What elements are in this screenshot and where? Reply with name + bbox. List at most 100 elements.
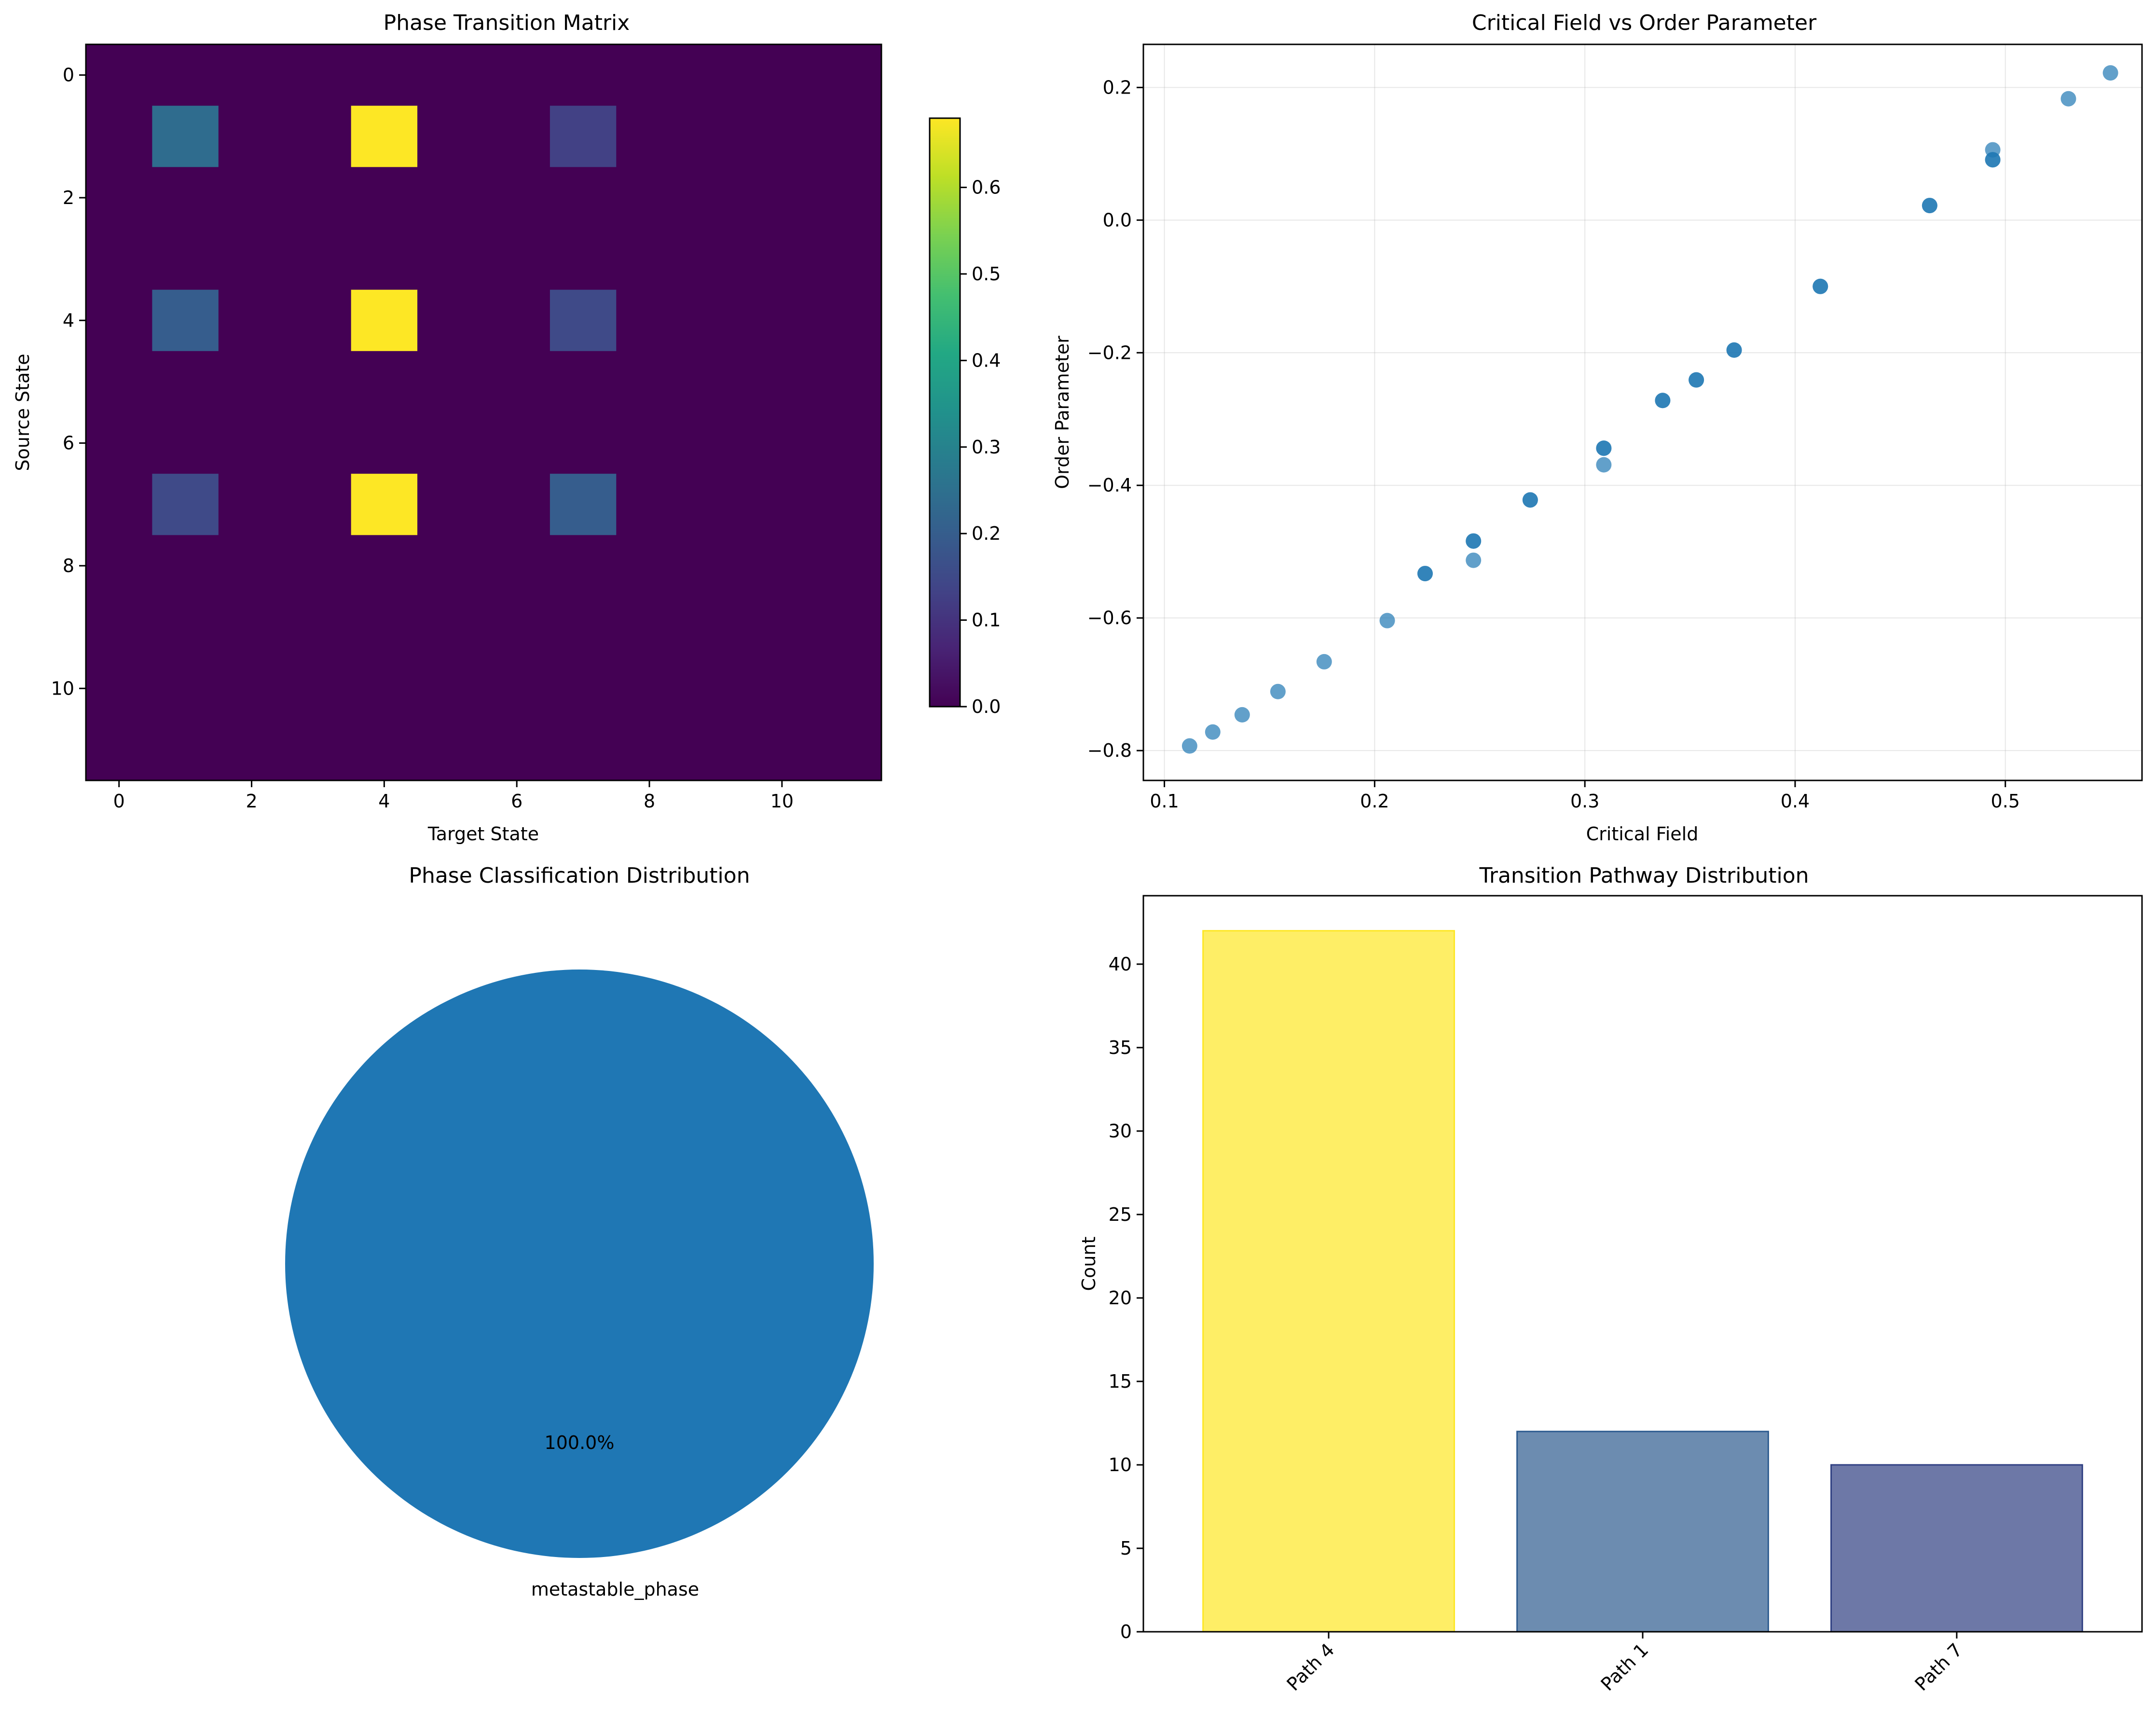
heatmap-cell bbox=[616, 535, 683, 597]
heatmap-cell bbox=[483, 167, 550, 229]
heatmap-cell bbox=[815, 474, 882, 535]
heatmap-cell bbox=[483, 657, 550, 720]
heatmap-cell bbox=[815, 289, 882, 352]
heatmap-cell bbox=[285, 106, 352, 167]
heatmap-y-ticks: 0 2 4 6 8 10 bbox=[51, 65, 86, 699]
heatmap-panel: Phase Transition Matrix 0 2 4 6 8 10 0246810 … bbox=[12, 11, 1001, 845]
heatmap-cell bbox=[218, 289, 285, 352]
heatmap-cell bbox=[549, 289, 617, 352]
heatmap-cell bbox=[417, 289, 484, 352]
heatmap-cell bbox=[682, 289, 749, 352]
scatter-y-tick-label: 0.2 bbox=[1103, 77, 1132, 98]
scatter-points bbox=[1181, 65, 2118, 754]
scatter-y-tick-label: −0.6 bbox=[1087, 607, 1132, 628]
heatmap-cell bbox=[86, 289, 153, 352]
heatmap-y-tick-label: 2 bbox=[63, 187, 74, 208]
colorbar-tick-label: 0.2 bbox=[972, 523, 1001, 544]
pie-slice-label: metastable_phase bbox=[531, 1579, 699, 1600]
heatmap-cell bbox=[749, 351, 816, 413]
heatmap-cell bbox=[351, 535, 418, 597]
scatter-ylabel: Order Parameter bbox=[1052, 336, 1073, 489]
heatmap-title: Phase Transition Matrix bbox=[384, 11, 630, 35]
heatmap-cell bbox=[351, 412, 418, 474]
heatmap-cell bbox=[417, 719, 484, 781]
heatmap-cell bbox=[218, 535, 285, 597]
heatmap-cell bbox=[152, 474, 219, 535]
heatmap-cell bbox=[815, 596, 882, 658]
heatmap-cell bbox=[815, 351, 882, 413]
heatmap-cell bbox=[152, 44, 219, 106]
scatter-point bbox=[2060, 91, 2076, 107]
heatmap-cell bbox=[152, 412, 219, 474]
heatmap-cell bbox=[616, 719, 683, 781]
heatmap-x-tick-label: 0 bbox=[113, 791, 125, 812]
heatmap-x-tick-label: 6 bbox=[511, 791, 522, 812]
bar-x-tick-label: Path 4 bbox=[1283, 1639, 1339, 1695]
heatmap-cell bbox=[218, 657, 285, 720]
heatmap-cell bbox=[483, 289, 550, 352]
colorbar bbox=[929, 117, 961, 708]
scatter-frame bbox=[1142, 43, 2143, 781]
scatter-point bbox=[1689, 372, 1704, 388]
colorbar-tick-label: 0.0 bbox=[972, 696, 1001, 717]
heatmap-cell bbox=[152, 657, 219, 720]
heatmap-cell bbox=[549, 474, 617, 535]
heatmap-cell bbox=[549, 167, 617, 229]
heatmap-cell bbox=[86, 412, 153, 474]
heatmap-cell bbox=[749, 167, 816, 229]
scatter-y-ticks: −0.8 −0.6 −0.4 −0.2 0.0 0.2 bbox=[1087, 77, 1143, 761]
heatmap-cell bbox=[218, 351, 285, 413]
heatmap-cell bbox=[483, 44, 550, 106]
heatmap-cell bbox=[815, 106, 882, 167]
colorbar-tick-label: 0.3 bbox=[972, 437, 1001, 458]
heatmap-cell bbox=[152, 289, 219, 352]
heatmap-cell bbox=[749, 474, 816, 535]
heatmap-cell bbox=[749, 106, 816, 167]
scatter-panel: Critical Field vs Order Parameter 0.1 0.2… bbox=[1052, 11, 2143, 845]
heatmap-cell bbox=[616, 228, 683, 290]
scatter-point bbox=[1417, 566, 1433, 582]
scatter-y-tick-label: −0.4 bbox=[1087, 475, 1132, 496]
heatmap-cell bbox=[285, 657, 352, 720]
scatter-point bbox=[1596, 440, 1612, 456]
heatmap-cell bbox=[549, 228, 617, 290]
bar-title: Transition Pathway Distribution bbox=[1479, 863, 1809, 888]
scatter-point bbox=[1270, 683, 1286, 699]
heatmap-cell bbox=[218, 106, 285, 167]
heatmap-cell bbox=[152, 596, 219, 658]
heatmap-cell bbox=[152, 228, 219, 290]
heatmap-cell bbox=[749, 412, 816, 474]
heatmap-cell bbox=[218, 412, 285, 474]
heatmap-cell bbox=[682, 474, 749, 535]
heatmap-cell bbox=[483, 474, 550, 535]
scatter-point bbox=[1379, 613, 1395, 628]
scatter-point bbox=[1922, 198, 1937, 214]
heatmap-cell bbox=[351, 657, 418, 720]
heatmap-y-tick-label: 0 bbox=[63, 65, 74, 86]
heatmap-cell bbox=[152, 351, 219, 413]
heatmap-cell bbox=[549, 596, 617, 658]
heatmap-cell bbox=[682, 535, 749, 597]
heatmap-cell bbox=[682, 351, 749, 413]
heatmap-cells bbox=[86, 44, 882, 781]
heatmap-y-tick-label: 6 bbox=[63, 433, 74, 454]
heatmap-cell bbox=[218, 596, 285, 658]
bar-x-ticks: Path 4 Path 1 Path 7 bbox=[1283, 1632, 1966, 1695]
heatmap-cell bbox=[549, 719, 617, 781]
pie-title: Phase Classification Distribution bbox=[409, 863, 750, 888]
heatmap-cell bbox=[152, 719, 219, 781]
heatmap-cell bbox=[351, 228, 418, 290]
heatmap-cell bbox=[616, 596, 683, 658]
scatter-x-tick-label: 0.2 bbox=[1360, 791, 1389, 812]
scatter-point bbox=[1466, 533, 1482, 549]
heatmap-cell bbox=[351, 106, 418, 167]
heatmap-cell bbox=[749, 657, 816, 720]
scatter-point bbox=[1205, 724, 1221, 740]
heatmap-cell bbox=[483, 412, 550, 474]
heatmap-cell bbox=[616, 412, 683, 474]
colorbar-tick-label: 0.6 bbox=[972, 177, 1001, 198]
heatmap-cell bbox=[86, 657, 153, 720]
heatmap-cell bbox=[86, 228, 153, 290]
heatmap-cell bbox=[86, 167, 153, 229]
heatmap-cell bbox=[483, 228, 550, 290]
